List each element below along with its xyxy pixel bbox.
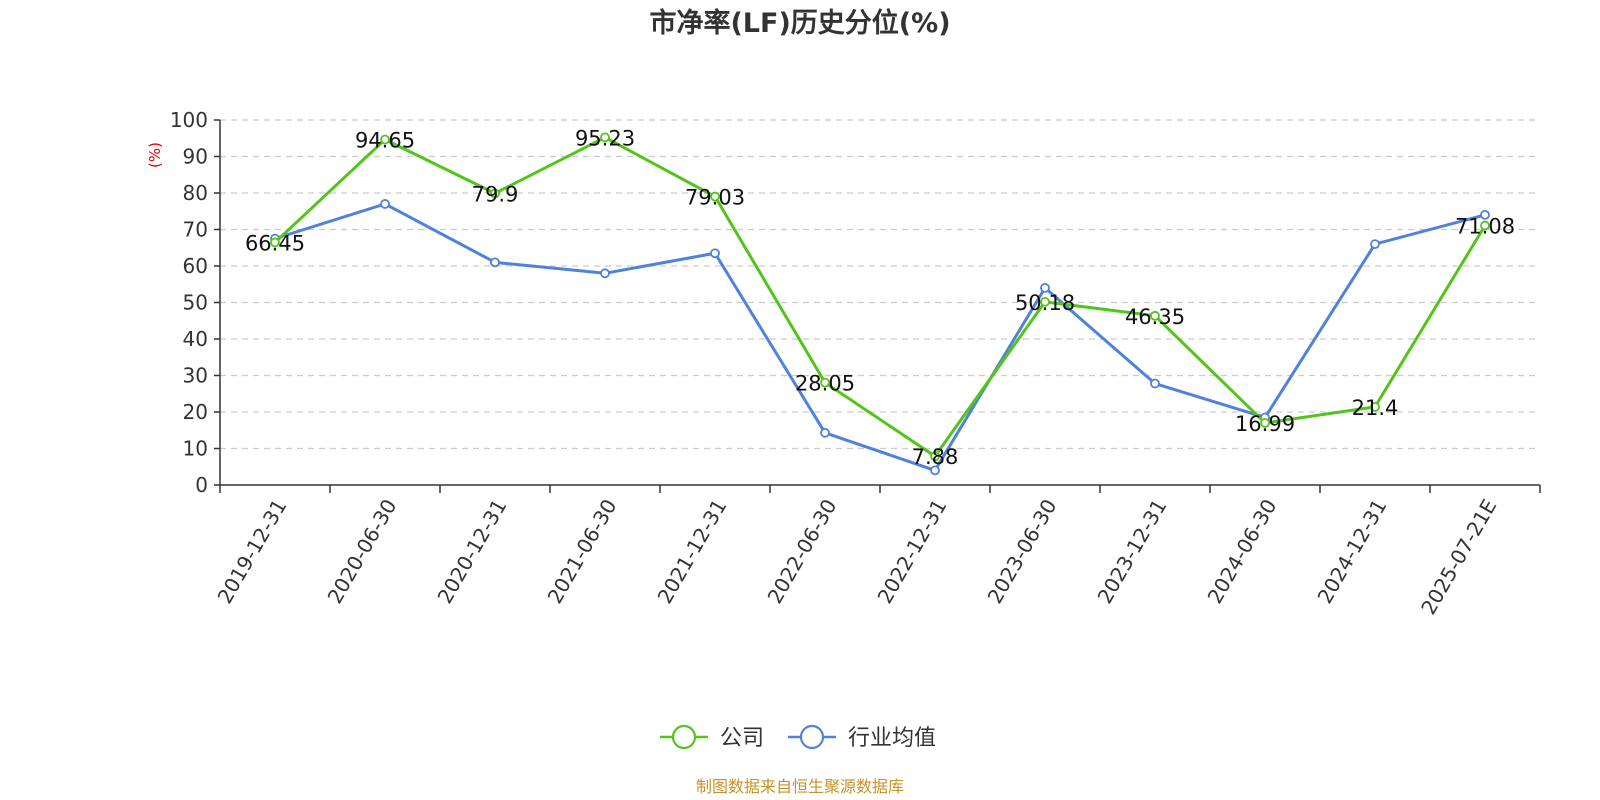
- x-tick-label: 2022-06-30: [762, 495, 841, 608]
- data-point[interactable]: [380, 134, 390, 145]
- x-tick-label: 2024-06-30: [1202, 495, 1281, 608]
- data-point[interactable]: [1480, 220, 1490, 231]
- data-label: 79.9: [472, 182, 519, 206]
- y-tick-label: 30: [183, 364, 208, 388]
- data-point[interactable]: [710, 191, 720, 202]
- y-tick-label: 80: [183, 181, 208, 205]
- x-tick-label: 2023-06-30: [982, 495, 1061, 608]
- data-point[interactable]: [490, 257, 500, 268]
- data-point[interactable]: [1260, 418, 1270, 428]
- data-labels: 66.45 94.65 79.9 95.23 79.03 28.05 7.88 50.18 46…: [245, 126, 1515, 469]
- data-label: 46.35: [1125, 305, 1185, 329]
- x-tick-label: 2021-12-31: [652, 495, 731, 608]
- data-point[interactable]: [820, 427, 830, 438]
- data-point[interactable]: [1040, 296, 1050, 307]
- data-point[interactable]: [930, 465, 940, 476]
- axes: 0 10 20 30 40 50 60 70 80 90 100 2019-12-31 2020-06-…: [170, 108, 1541, 619]
- grid-lines: [220, 119, 1540, 450]
- y-tick-label: 90: [183, 145, 208, 169]
- data-point[interactable]: [270, 237, 280, 248]
- source-note: 制图数据来自恒生聚源数据库: [696, 777, 904, 796]
- legend-marker: [671, 724, 697, 750]
- x-tick-label: 2020-06-30: [322, 495, 401, 608]
- data-point[interactable]: [490, 188, 500, 199]
- x-tick-label: 2025-07-21E: [1416, 495, 1501, 619]
- series-lines: [270, 132, 1490, 476]
- data-point[interactable]: [600, 268, 610, 279]
- data-point[interactable]: [380, 199, 390, 209]
- y-tick-label: 40: [183, 327, 208, 351]
- y-tick-label: 20: [183, 400, 208, 424]
- x-tick-label: 2024-12-31: [1312, 495, 1391, 608]
- y-tick-label: 100: [170, 108, 208, 132]
- y-tick-label: 70: [183, 218, 208, 242]
- y-tick-label: 60: [183, 254, 208, 278]
- series-line: [274, 202, 1486, 472]
- data-label: 95.23: [575, 126, 635, 150]
- data-label: 21.4: [1352, 396, 1399, 420]
- data-point[interactable]: [710, 248, 720, 259]
- series-line: [273, 135, 1487, 458]
- data-point[interactable]: [1150, 310, 1160, 321]
- data-label: 66.45: [245, 231, 305, 255]
- data-label: 79.03: [685, 186, 745, 210]
- data-point[interactable]: [1370, 239, 1380, 250]
- data-point[interactable]: [1370, 401, 1380, 412]
- y-tick-label: 10: [183, 437, 208, 461]
- chart-title: 市净率(LF)历史分位(%): [649, 7, 950, 39]
- data-point[interactable]: [600, 132, 610, 143]
- y-tick-label: 0: [195, 473, 208, 497]
- y-axis-label: (%): [146, 142, 164, 168]
- x-tick-label: 2019-12-31: [212, 495, 291, 608]
- legend-marker: [799, 724, 825, 750]
- data-label: 50.18: [1015, 291, 1075, 315]
- data-point[interactable]: [1480, 209, 1490, 220]
- x-tick-label: 2022-12-31: [872, 495, 951, 608]
- x-tick-label: 2021-06-30: [542, 495, 621, 608]
- data-label: 16.99: [1235, 412, 1295, 436]
- data-label: 94.65: [355, 129, 415, 153]
- data-label: 28.05: [795, 372, 855, 396]
- data-point[interactable]: [930, 451, 940, 462]
- data-point[interactable]: [820, 377, 830, 388]
- data-label: 7.88: [912, 445, 959, 469]
- y-tick-label: 50: [183, 291, 208, 315]
- data-point[interactable]: [1040, 282, 1050, 293]
- legend-label[interactable]: 行业均值: [848, 726, 936, 751]
- data-point[interactable]: [1150, 378, 1160, 389]
- x-tick-label: 2020-12-31: [432, 495, 511, 608]
- x-tick-label: 2023-12-31: [1092, 495, 1171, 608]
- legend-label[interactable]: 公司: [720, 726, 764, 751]
- legend[interactable]: 公司 行业均值: [660, 724, 936, 751]
- data-label: 71.08: [1455, 215, 1515, 239]
